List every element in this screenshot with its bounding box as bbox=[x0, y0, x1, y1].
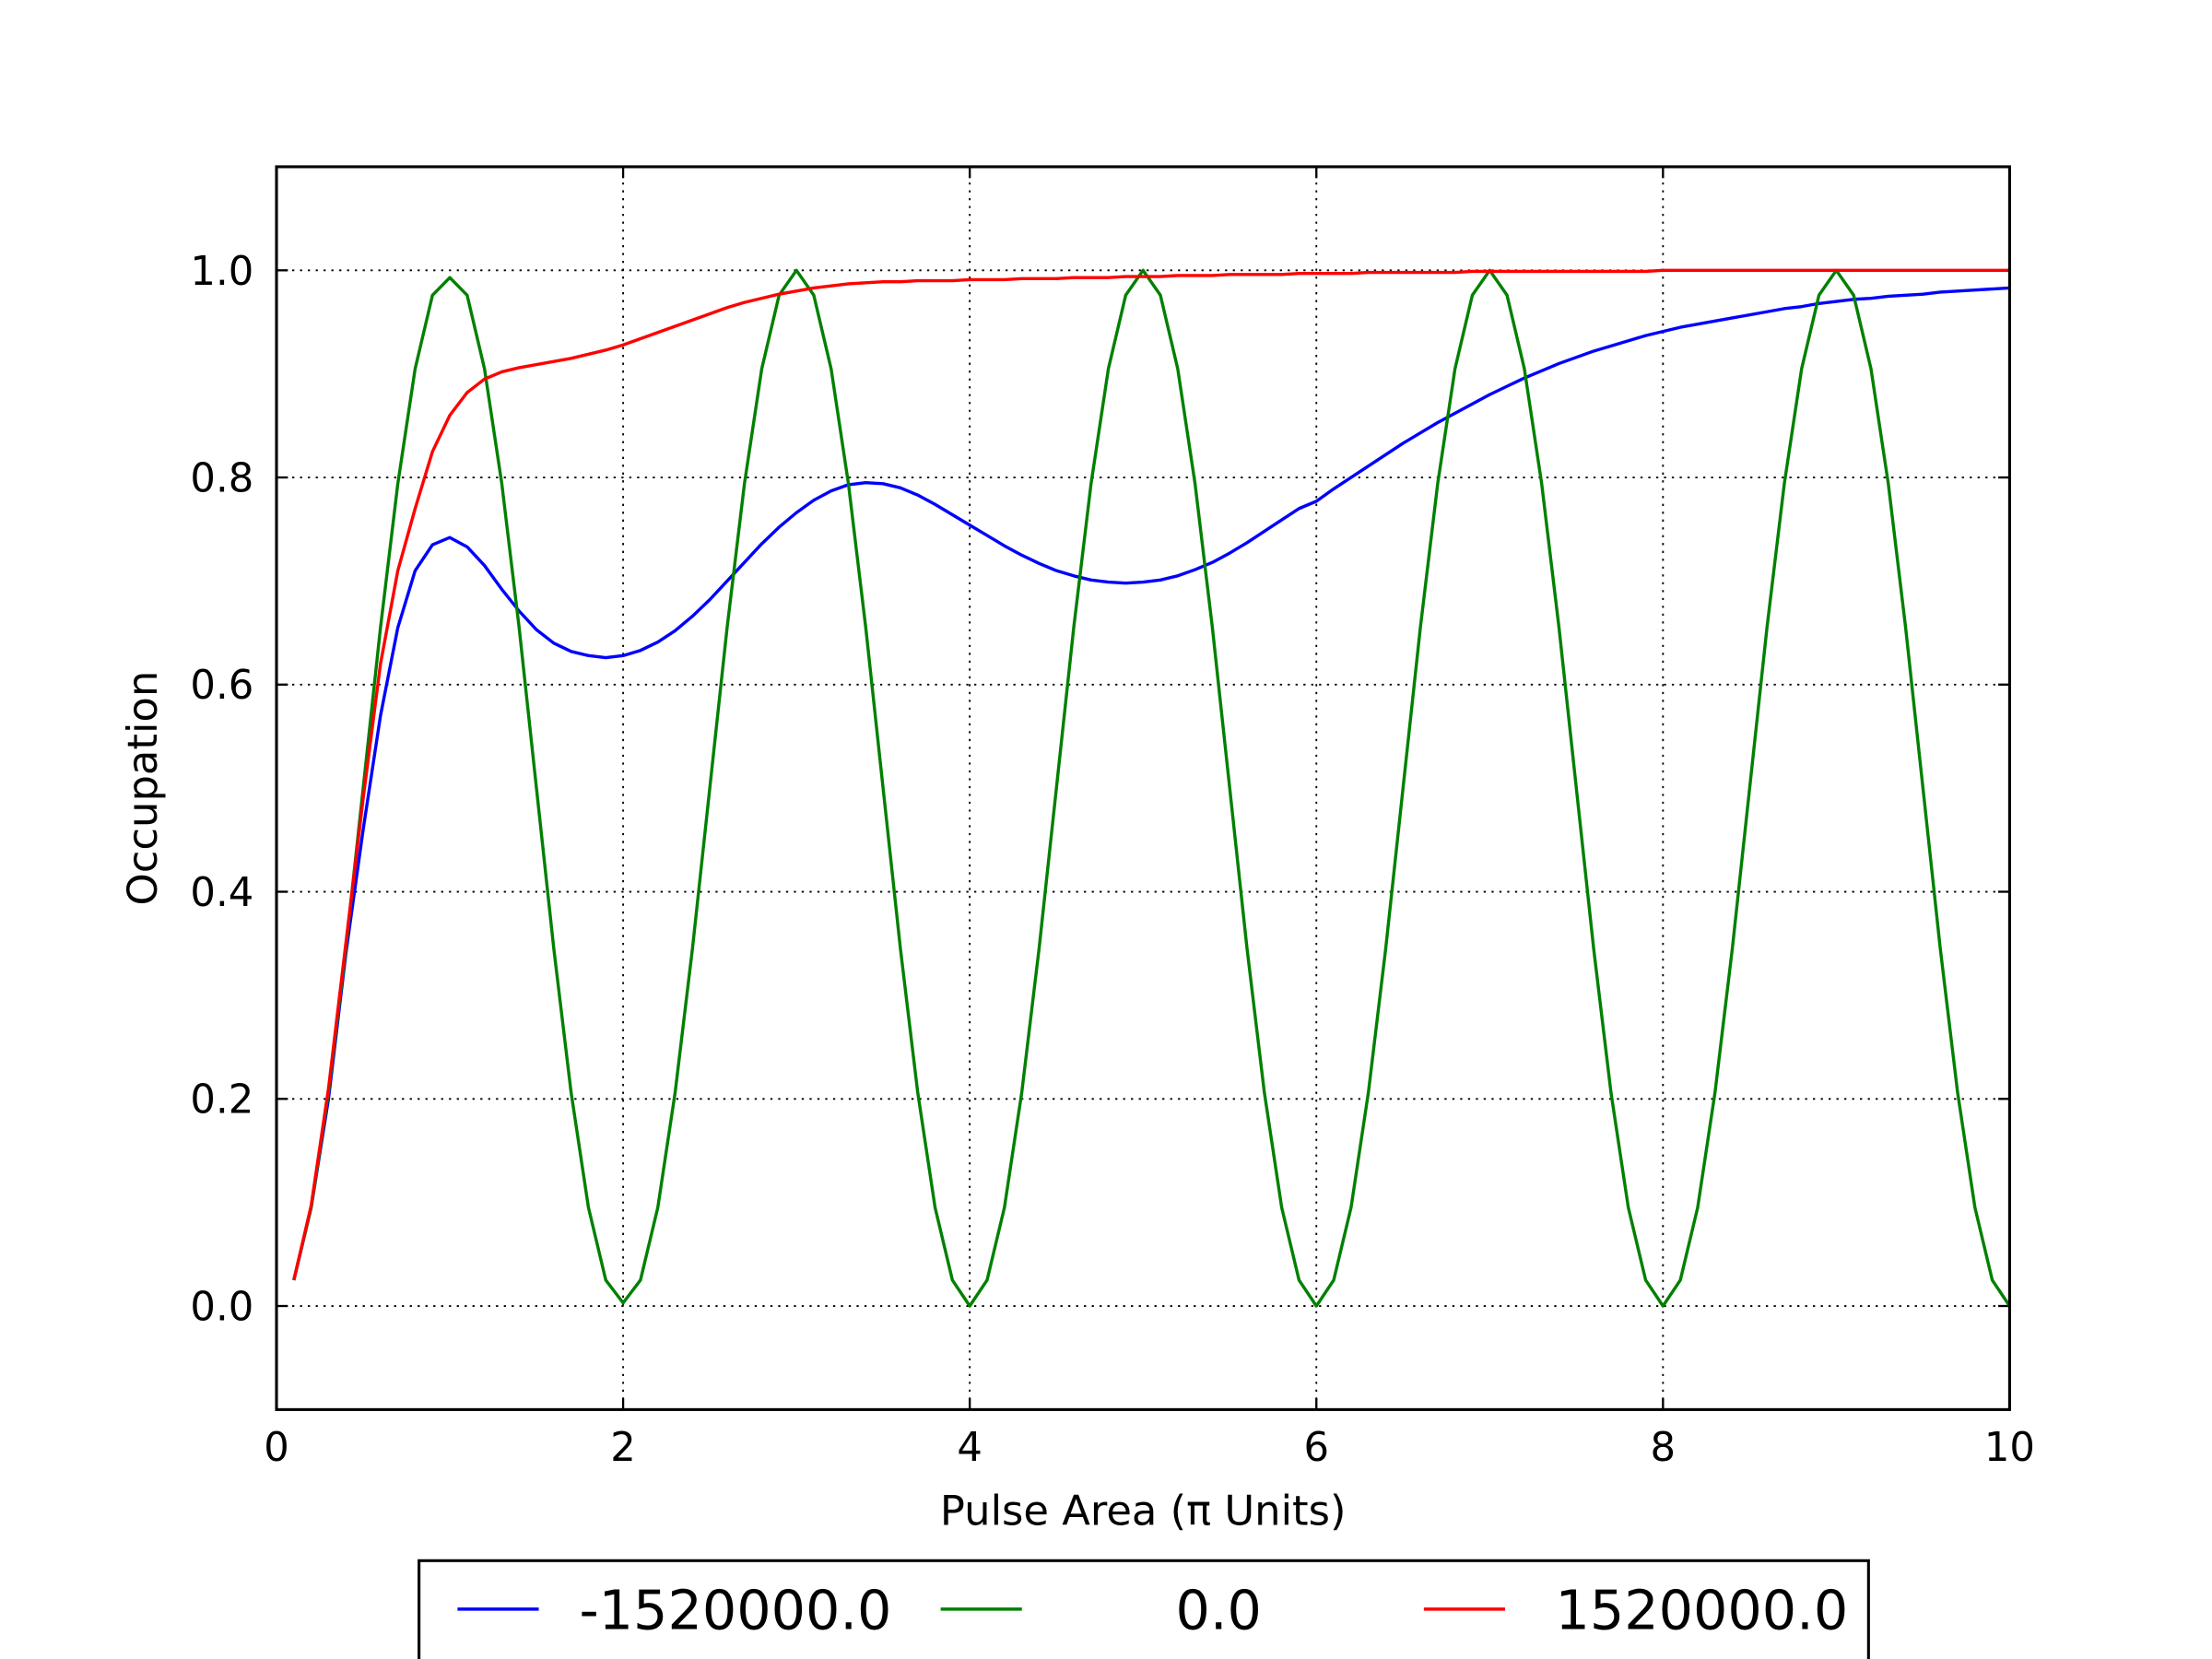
y-axis-label: Occupation bbox=[118, 671, 167, 906]
legend-label: 0.0 bbox=[1175, 1579, 1261, 1642]
legend-label: 1520000.0 bbox=[1556, 1579, 1849, 1642]
legend-box bbox=[418, 1559, 1870, 1659]
x-tick-label: 6 bbox=[1303, 1425, 1329, 1471]
x-axis-label: Pulse Area (π Units) bbox=[940, 1487, 1347, 1535]
x-tick-label: 4 bbox=[957, 1425, 982, 1471]
x-tick-label: 8 bbox=[1651, 1425, 1677, 1471]
y-tick-label: 0.2 bbox=[190, 1077, 253, 1124]
x-tick-label: 0 bbox=[264, 1425, 289, 1471]
series-line bbox=[292, 268, 2011, 1308]
x-tick-label: 10 bbox=[1984, 1425, 2035, 1471]
y-tick-label: 1.0 bbox=[190, 249, 253, 295]
y-tick-label: 0.8 bbox=[190, 456, 253, 502]
y-tick-label: 0.4 bbox=[190, 870, 253, 916]
legend-label: -1520000.0 bbox=[579, 1579, 891, 1642]
y-tick-label: 0.0 bbox=[190, 1284, 253, 1330]
y-tick-label: 0.6 bbox=[190, 663, 253, 709]
series-line bbox=[292, 268, 2010, 1281]
x-tick-label: 2 bbox=[610, 1425, 636, 1471]
series-line bbox=[292, 286, 2010, 1281]
plot-frame bbox=[275, 165, 2011, 1411]
